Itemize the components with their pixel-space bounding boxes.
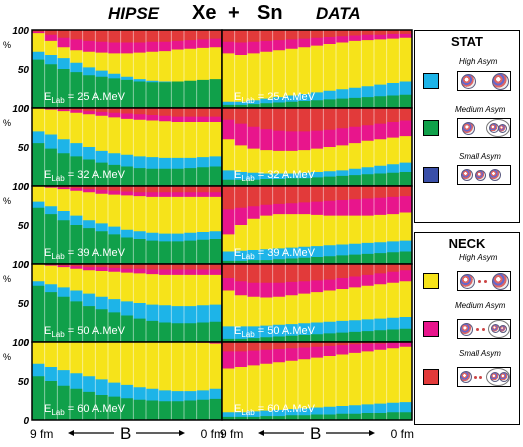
energy-label: ELab = 60 A.MeV xyxy=(234,403,316,417)
energy-label: ELab = 25 A.MeV xyxy=(234,91,316,105)
energy-label: ELab = 50 A.MeV xyxy=(44,325,126,339)
y-axis-label: % xyxy=(3,196,11,206)
y-tick-label: 50 xyxy=(18,377,30,388)
chart-figure: ELab = 25 A.MeV ELab = 25 A.MeV ELab = 32 … xyxy=(3,26,414,443)
stat-medium-area xyxy=(222,94,412,108)
stat-legend-title: STAT xyxy=(450,34,483,49)
stat-medium-swatch xyxy=(423,120,439,136)
stat-medium-area xyxy=(222,251,412,264)
y-tick-label: 50 xyxy=(18,299,30,310)
y-axis-label: % xyxy=(3,40,11,50)
stat-high-label: High Asym xyxy=(459,57,498,66)
neck-legend-title: NECK xyxy=(448,236,486,251)
data-header: DATA xyxy=(316,4,361,23)
energy-label: ELab = 32 A.MeV xyxy=(44,169,126,183)
stat-legend: STAT High Asym Medium Asym Small Asym xyxy=(414,30,520,223)
panel-frame xyxy=(221,341,413,421)
y-tick-label: 0 xyxy=(23,416,29,427)
neck-small-label: Small Asym xyxy=(459,349,501,358)
y-axis-label: % xyxy=(3,274,11,284)
x-axis-right-label: 0 fm xyxy=(391,427,414,441)
stat-small-label: Small Asym xyxy=(459,152,501,161)
stat-medium-area xyxy=(32,59,222,108)
x-axis-arrowhead-right xyxy=(369,430,375,436)
stat-medium-area xyxy=(32,285,222,342)
energy-label: ELab = 50 A.MeV xyxy=(234,325,316,339)
stat-medium-area xyxy=(222,412,412,420)
sn-label: Sn xyxy=(257,2,283,24)
stat-medium-area xyxy=(222,328,412,342)
neck-high-swatch xyxy=(423,273,439,289)
y-tick-label: 0 xyxy=(23,260,29,271)
x-axis-b-label: B xyxy=(310,424,321,443)
stat-high-fragments-icon xyxy=(457,71,511,91)
hipse-header: HIPSE xyxy=(108,4,160,23)
x-axis-left-label: 9 fm xyxy=(220,427,243,441)
y-axis-label: % xyxy=(3,118,11,128)
stat-small-fragments-icon xyxy=(457,165,511,185)
stat-high-swatch xyxy=(423,73,439,89)
x-axis-arrowhead-right xyxy=(179,430,185,436)
y-tick-label: 50 xyxy=(18,65,30,76)
y-tick-label: 100 xyxy=(12,338,29,349)
xe-label: Xe xyxy=(192,2,217,24)
neck-medium-swatch xyxy=(423,321,439,337)
y-tick-label: 100 xyxy=(12,182,29,193)
stat-small-swatch xyxy=(423,167,439,183)
x-axis-arrowhead-left xyxy=(68,430,74,436)
neck-small-fragments-icon xyxy=(457,367,511,387)
stat-medium-area xyxy=(32,207,222,264)
y-tick-label: 0 xyxy=(23,104,29,115)
energy-label: ELab = 32 A.MeV xyxy=(234,169,316,183)
energy-label: ELab = 39 A.MeV xyxy=(234,247,316,261)
y-tick-label: 0 xyxy=(23,338,29,349)
neck-small-swatch xyxy=(423,369,439,385)
energy-label: ELab = 25 A.MeV xyxy=(44,91,126,105)
y-axis-label: % xyxy=(3,352,11,362)
neck-high-area xyxy=(222,346,412,420)
plus-sign: + xyxy=(228,2,240,24)
stat-medium-label: Medium Asym xyxy=(455,105,506,114)
energy-label: ELab = 39 A.MeV xyxy=(44,247,126,261)
stat-medium-area xyxy=(222,172,412,186)
x-axis-arrowhead-left xyxy=(258,430,264,436)
stat-medium-area xyxy=(32,143,222,186)
stat-medium-area xyxy=(32,376,222,420)
x-axis-b-label: B xyxy=(120,424,131,443)
y-tick-label: 50 xyxy=(18,143,30,154)
y-tick-label: 100 xyxy=(12,104,29,115)
x-axis-left-label: 9 fm xyxy=(30,427,53,441)
neck-high-label: High Asym xyxy=(459,253,498,262)
x-axis-right-label: 0 fm xyxy=(201,427,224,441)
y-tick-label: 100 xyxy=(12,260,29,271)
neck-legend: NECK High Asym Medium Asym Small Asym xyxy=(414,232,520,425)
neck-medium-label: Medium Asym xyxy=(455,301,506,310)
neck-medium-fragments-icon xyxy=(457,319,511,339)
neck-high-fragments-icon xyxy=(457,271,511,291)
stat-medium-fragments-icon xyxy=(457,118,511,138)
y-tick-label: 0 xyxy=(23,182,29,193)
energy-label: ELab = 60 A.MeV xyxy=(44,403,126,417)
y-tick-label: 50 xyxy=(18,221,30,232)
y-tick-label: 100 xyxy=(12,26,29,37)
